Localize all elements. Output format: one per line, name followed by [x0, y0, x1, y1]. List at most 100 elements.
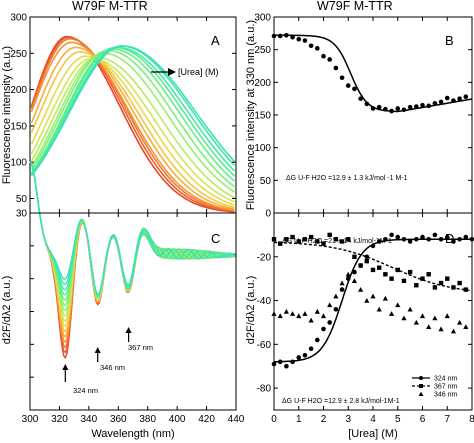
- panel-a: 30 50 100 150 200 250 300 A [Urea] (M) Fluorescen…: [1, 13, 237, 220]
- data-point-367: [457, 280, 462, 286]
- data-point: [376, 104, 382, 110]
- data-point: [407, 104, 413, 110]
- data-point-367: [339, 239, 345, 244]
- x-axis-label: [Urea] (M): [348, 428, 398, 440]
- data-point-367: [308, 234, 314, 240]
- panel-label: B: [445, 33, 454, 48]
- spectrum-line: [30, 55, 235, 206]
- data-point-346: [376, 306, 382, 312]
- data-point-324: [345, 276, 351, 281]
- data-point-346: [419, 313, 426, 319]
- y-tick-label: 150: [254, 111, 271, 122]
- spectrum-line: [30, 38, 235, 212]
- data-point-367: [333, 237, 339, 242]
- data-point: [321, 53, 326, 59]
- spectrum-line: [30, 46, 235, 210]
- data-point-346: [333, 293, 339, 299]
- data-point: [395, 106, 401, 111]
- data-point: [290, 34, 295, 40]
- x-tick-label: 400: [169, 414, 186, 425]
- data-point: [333, 65, 339, 71]
- data-point-346: [302, 311, 308, 316]
- data-point-367: [352, 254, 357, 259]
- y-tick-label: 100: [10, 158, 27, 169]
- x-tick-label: 0: [271, 414, 277, 425]
- peak-arrow-head-icon: [62, 364, 69, 370]
- y-tick-label: 200: [10, 85, 27, 96]
- y-tick-label: 200: [254, 78, 271, 89]
- delta-g-annotation-bottom: ΔG U-F H2O =12.9 ± 2.8 kJ/mol-1M-1: [282, 398, 400, 405]
- data-point-346: [308, 317, 314, 323]
- data-point-324: [438, 236, 444, 242]
- data-point-346: [370, 293, 376, 299]
- x-tick-label: 440: [228, 414, 245, 425]
- peak-label: 346 nm: [100, 363, 125, 372]
- data-point-346: [345, 271, 351, 277]
- peak-label: 324 nm: [73, 386, 98, 395]
- data-point-346: [426, 324, 432, 330]
- data-point-367: [401, 278, 407, 284]
- data-point-324: [401, 236, 407, 242]
- x-axis-label: Wavelength (nm): [91, 428, 174, 440]
- data-point-324: [277, 359, 283, 365]
- spectrum-line: [30, 52, 235, 193]
- y-tick-label: 250: [10, 49, 27, 60]
- data-point-346: [401, 315, 407, 321]
- data-point-346: [388, 311, 395, 316]
- y-tick-label: -80: [257, 384, 272, 395]
- x-tick-label: 1: [296, 414, 302, 425]
- x-tick-label: 340: [81, 414, 98, 425]
- data-point-367: [414, 283, 419, 288]
- data-point-324: [321, 326, 326, 332]
- x-tick-label: 420: [198, 414, 215, 425]
- x-tick-label: 4: [370, 414, 376, 425]
- data-point-324: [463, 234, 469, 240]
- data-point-367: [383, 272, 388, 277]
- data-point: [444, 95, 450, 101]
- delta-g-annotation: ΔG U-F H2O =12.9 ± 1.3 kJ/mol -1 M-1: [286, 175, 408, 182]
- spectrum-line: [30, 48, 236, 182]
- data-point-324: [370, 243, 376, 249]
- data-point-324: [376, 239, 382, 244]
- data-point-367: [370, 267, 376, 273]
- data-point-324: [284, 363, 289, 369]
- data-point-324: [302, 352, 308, 358]
- data-point-346: [289, 311, 296, 316]
- x-tick-label: 300: [22, 414, 39, 425]
- data-point: [315, 46, 320, 51]
- data-point: [438, 99, 444, 105]
- y-axis-label: d2F/dλ2 (a.u.): [1, 276, 13, 344]
- data-point-367: [315, 239, 320, 244]
- y-axis-label: d2F/dλ2 (a.u.): [245, 276, 257, 344]
- data-point-346: [407, 306, 413, 312]
- legend-marker: [418, 391, 424, 396]
- data-point-324: [308, 346, 314, 352]
- data-point: [457, 96, 462, 101]
- y-tick-label: 300: [10, 13, 27, 24]
- data-point: [352, 86, 357, 92]
- y-tick-label: 300: [254, 13, 271, 24]
- spectrum-line: [30, 36, 235, 213]
- peak-arrow-head-icon: [125, 327, 132, 333]
- y-tick-label: 100: [254, 143, 271, 154]
- y-tick-label: -40: [257, 296, 272, 307]
- panel-label: A: [211, 33, 220, 48]
- y-tick-label: 0: [265, 209, 271, 220]
- x-tick-label: 6: [420, 414, 426, 425]
- urea-arrow-head-icon: [168, 68, 176, 76]
- spectrum-line: [30, 50, 235, 209]
- x-tick-label: 320: [51, 414, 68, 425]
- y-axis-label: Fluorescence intensity at 330 nm (a.u.): [245, 20, 257, 210]
- data-point-346: [320, 313, 327, 319]
- data-point-367: [364, 258, 370, 264]
- legend-label: 324 nm: [434, 376, 458, 383]
- y-tick-label: 50: [260, 176, 272, 187]
- data-point-324: [420, 234, 425, 240]
- data-point-324: [457, 236, 462, 242]
- derivative-line: [29, 161, 237, 296]
- data-point-324: [352, 269, 357, 275]
- data-point-324: [414, 236, 419, 242]
- data-point-324: [395, 234, 401, 240]
- spectrum-line: [30, 57, 235, 203]
